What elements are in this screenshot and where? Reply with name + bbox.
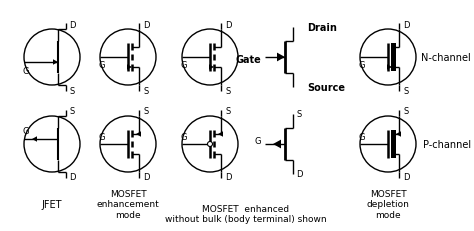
Text: D: D	[403, 20, 409, 29]
Text: Drain: Drain	[307, 23, 337, 33]
Polygon shape	[127, 65, 132, 70]
Text: S: S	[296, 110, 301, 119]
Polygon shape	[136, 132, 141, 137]
Text: G: G	[255, 136, 261, 145]
Text: G: G	[99, 61, 105, 70]
Circle shape	[208, 142, 212, 147]
Text: D: D	[143, 173, 149, 182]
Polygon shape	[387, 65, 392, 70]
Text: S: S	[403, 107, 409, 116]
Text: D: D	[143, 20, 149, 29]
Text: D: D	[69, 20, 75, 29]
Text: D: D	[403, 173, 409, 182]
Text: S: S	[225, 86, 231, 95]
Text: D: D	[69, 173, 75, 182]
Text: S: S	[69, 107, 74, 116]
Text: D: D	[296, 170, 302, 179]
Text: G: G	[99, 132, 105, 141]
Text: G: G	[23, 126, 29, 135]
Text: S: S	[143, 107, 149, 116]
Polygon shape	[273, 140, 281, 149]
Text: S: S	[69, 86, 74, 95]
Polygon shape	[277, 53, 285, 62]
Text: S: S	[403, 86, 409, 95]
Polygon shape	[32, 137, 37, 142]
Polygon shape	[53, 60, 58, 65]
Polygon shape	[396, 132, 401, 137]
Text: MOSFET
depletion
mode: MOSFET depletion mode	[366, 189, 410, 219]
Text: MOSFET  enhanced
without bulk (body terminal) shown: MOSFET enhanced without bulk (body termi…	[165, 204, 327, 223]
Text: N-channel: N-channel	[421, 53, 471, 63]
Text: G: G	[181, 132, 187, 141]
Bar	[391, 44, 396, 72]
Text: P-channel: P-channel	[423, 139, 471, 149]
Text: JFET: JFET	[42, 199, 62, 209]
Polygon shape	[209, 65, 214, 70]
Text: G: G	[23, 67, 29, 76]
Text: G: G	[181, 61, 187, 70]
Text: G: G	[359, 61, 365, 70]
Bar	[391, 131, 396, 158]
Text: G: G	[359, 132, 365, 141]
Text: Gate: Gate	[235, 55, 261, 65]
Polygon shape	[218, 132, 223, 137]
Text: MOSFET
enhancement
mode: MOSFET enhancement mode	[97, 189, 159, 219]
Text: Source: Source	[307, 83, 345, 93]
Text: S: S	[225, 107, 231, 116]
Text: D: D	[225, 20, 231, 29]
Text: S: S	[143, 86, 149, 95]
Text: D: D	[225, 173, 231, 182]
